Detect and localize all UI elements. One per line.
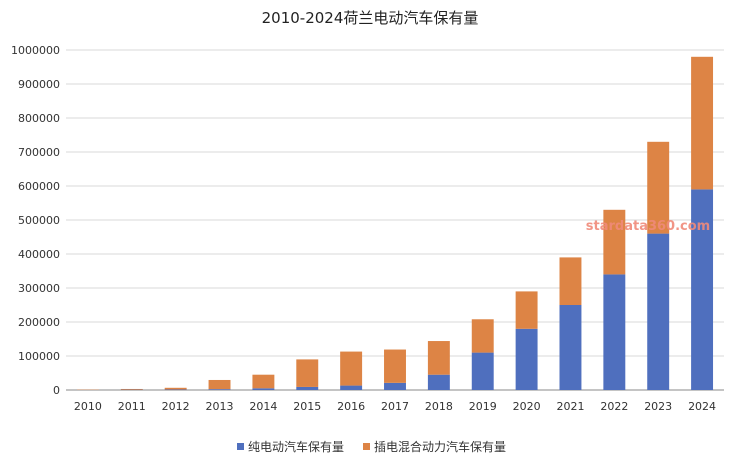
x-tick-label: 2016 — [337, 400, 365, 413]
bar-phev — [427, 341, 450, 375]
x-tick-label: 2011 — [118, 400, 146, 413]
y-tick-label: 0 — [53, 384, 60, 397]
bar-phev — [340, 351, 363, 386]
y-tick-label: 300000 — [18, 282, 60, 295]
x-tick-label: 2021 — [556, 400, 584, 413]
legend-swatch-bev — [237, 443, 244, 450]
y-tick-label: 200000 — [18, 316, 60, 329]
x-tick-label: 2012 — [162, 400, 190, 413]
x-tick-label: 2024 — [688, 400, 716, 413]
bar-phev — [384, 349, 406, 383]
x-axis: 2010 2011 2012 2013 2014 2015 2016 2017 2018 2019… — [74, 400, 716, 413]
bar-bev — [471, 352, 494, 390]
bar-phev — [164, 387, 187, 390]
bar-phev — [252, 374, 275, 389]
bars — [76, 56, 714, 390]
x-tick-label: 2018 — [425, 400, 453, 413]
x-tick-label: 2020 — [513, 400, 541, 413]
y-tick-label: 100000 — [18, 350, 60, 363]
legend-label-bev: 纯电动汽车保有量 — [248, 439, 344, 454]
y-tick-label: 900000 — [18, 78, 60, 91]
bar-bev — [603, 274, 626, 390]
bar-bev — [296, 386, 319, 390]
x-tick-label: 2013 — [206, 400, 234, 413]
y-axis: 0 100000 200000 300000 400000 500000 600000 700… — [11, 44, 60, 397]
bar-bev — [427, 374, 450, 390]
bar-bev — [691, 189, 714, 390]
x-tick-label: 2014 — [249, 400, 277, 413]
x-tick-label: 2015 — [293, 400, 321, 413]
bar-phev — [691, 56, 714, 190]
bar-phev — [647, 141, 670, 234]
bar-bev — [208, 389, 231, 390]
bar-bev — [340, 385, 363, 390]
legend-swatch-phev — [363, 443, 370, 450]
y-tick-label: 800000 — [18, 112, 60, 125]
bar-phev — [208, 379, 231, 390]
legend: 纯电动汽车保有量 插电混合动力汽车保有量 — [237, 439, 506, 454]
bar-phev — [120, 388, 143, 390]
bar-phev — [559, 257, 582, 305]
bar-bev — [647, 233, 670, 390]
watermark: stardata360.com — [586, 219, 710, 234]
bar-bev — [515, 328, 538, 390]
x-tick-label: 2022 — [600, 400, 628, 413]
x-tick-label: 2023 — [644, 400, 672, 413]
legend-label-phev: 插电混合动力汽车保有量 — [374, 439, 506, 454]
bar-bev — [164, 389, 187, 390]
bar-phev — [296, 359, 319, 387]
x-tick-label: 2010 — [74, 400, 102, 413]
x-tick-label: 2019 — [469, 400, 497, 413]
y-tick-label: 1000000 — [11, 44, 60, 57]
bar-phev — [515, 291, 538, 329]
chart-title: 2010-2024荷兰电动汽车保有量 — [262, 9, 479, 27]
bar-bev — [252, 388, 275, 390]
bar-phev — [471, 319, 494, 353]
bar-phev — [603, 209, 626, 275]
x-tick-label: 2017 — [381, 400, 409, 413]
y-tick-label: 600000 — [18, 180, 60, 193]
y-tick-label: 700000 — [18, 146, 60, 159]
y-tick-label: 500000 — [18, 214, 60, 227]
bar-bev — [559, 305, 582, 390]
gridlines — [66, 49, 724, 391]
bar-bev — [384, 382, 406, 390]
y-tick-label: 400000 — [18, 248, 60, 261]
